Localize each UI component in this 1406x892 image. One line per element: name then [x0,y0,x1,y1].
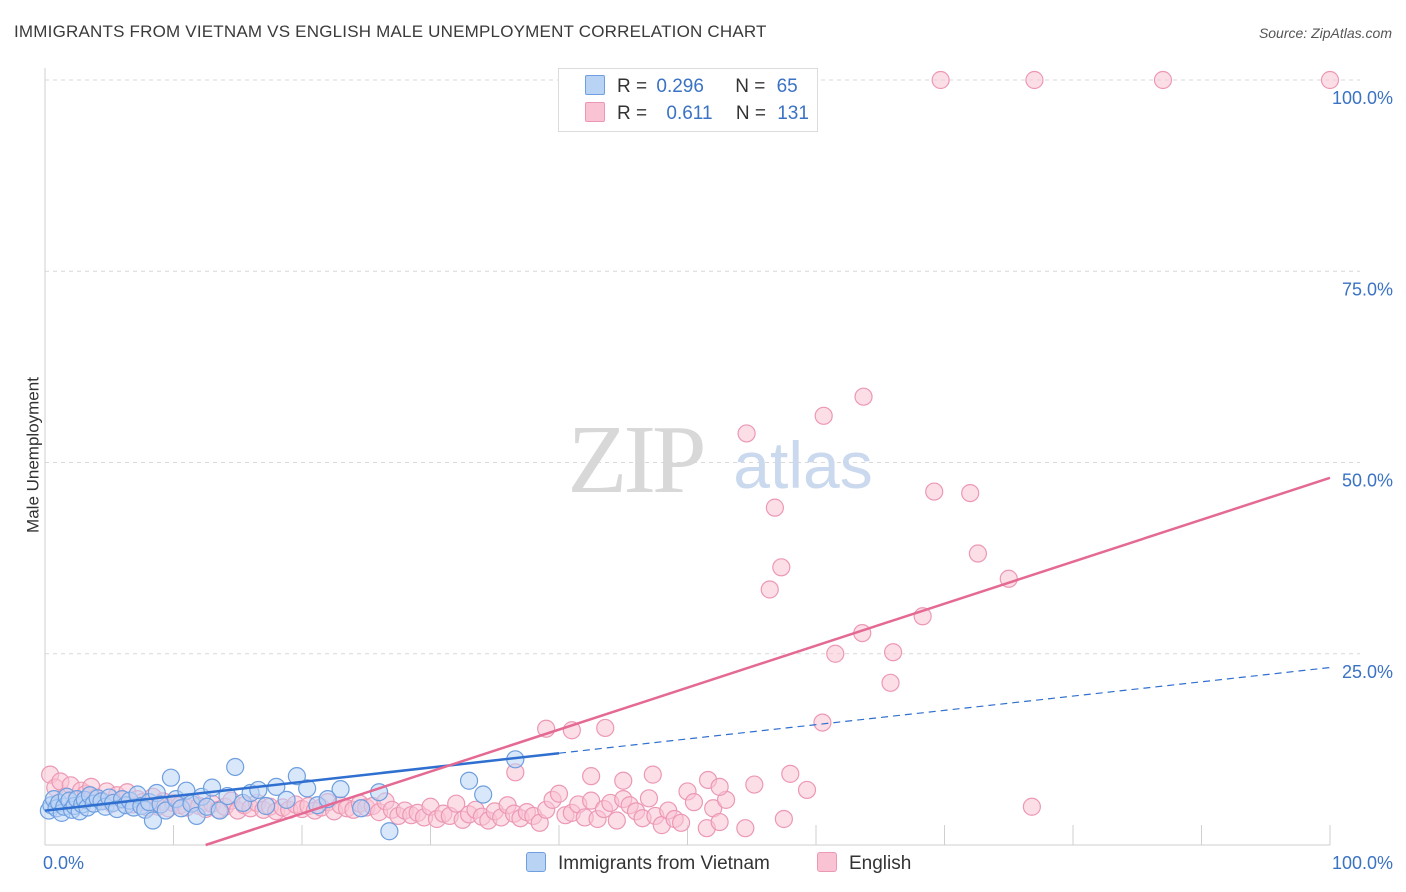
legend-r-label: R = [617,103,648,124]
data-point-vietnam [352,799,371,818]
data-point-english [813,713,832,732]
data-point-vietnam [380,822,399,841]
data-point-english [925,482,944,501]
trend-line-vietnam [44,751,560,812]
data-point-vietnam [331,780,350,799]
data-point-english [1153,70,1173,90]
legend-n-label: N = [735,76,766,97]
data-point-vietnam [256,796,276,816]
data-point-vietnam [210,801,229,820]
watermark-zip: ZIP [568,406,703,514]
data-point-english [760,580,779,599]
data-point-vietnam [143,811,163,830]
y-tick-label: 25.0% [1342,662,1393,682]
y-axis-label: Male Unemployment [23,377,43,533]
data-point-english [596,718,615,738]
data-point-vietnam [287,767,306,786]
trend-lines [44,476,1331,847]
legend-swatch-pink [585,102,605,122]
legend-n-value: 65 [776,76,798,97]
trend-line-vietnam-extension [558,666,1331,754]
data-point-english [797,780,817,800]
data-point-english [671,813,691,832]
watermark-atlas: atlas [733,428,872,502]
legend-swatch-blue [585,75,605,95]
chart-title: IMMIGRANTS FROM VIETNAM VS ENGLISH MALE … [14,22,767,41]
data-point-vietnam [226,757,245,777]
data-point-english [710,777,729,796]
data-point-english [774,809,793,829]
data-point-english [781,764,800,783]
data-point-english [582,791,601,810]
data-point-english [1025,70,1044,90]
data-point-vietnam [459,771,479,790]
bottom-legend-swatch-blue [526,852,546,872]
data-point-english [582,767,601,786]
tick-labels: 25.0% 50.0% 75.0% 100.0% 0.0% 100.0% [43,88,1393,873]
legend-r-label: R = [617,76,648,97]
data-point-vietnam [298,779,317,798]
data-point-english [854,387,873,406]
data-point-english [736,819,755,838]
watermark: ZIP atlas [568,406,873,514]
data-point-english [607,811,626,830]
data-point-vietnam [277,790,296,809]
data-point-english [614,771,633,790]
legend-row-vietnam: R = 0.296 N = 65 [585,75,798,98]
data-point-english [710,812,729,832]
bottom-legend-vietnam: Immigrants from Vietnam [526,852,770,875]
data-point-english [549,784,569,803]
data-point-english [643,765,662,784]
data-point-english [745,775,764,794]
data-point-english [961,484,980,503]
data-point-english [883,643,903,662]
data-point-english [684,793,704,812]
data-point-english [765,498,784,517]
legend-r-value: 0.611 [666,103,713,124]
x-tick-label: 0.0% [43,853,84,873]
source-label: Source: ZipAtlas.com [1258,25,1392,41]
bottom-legend-english: English [817,852,911,875]
data-point-vietnam [474,785,493,804]
legend-n-label: N = [735,103,766,124]
bottom-legend-label: English [849,853,912,874]
legend-row-english: R = 0.611 N = 131 [585,102,809,125]
data-point-vietnam [161,768,181,787]
data-point-english [814,406,833,425]
x-tick-label: 100.0% [1332,853,1393,873]
y-tick-label: 50.0% [1342,471,1393,491]
data-point-english [931,70,950,90]
data-point-english [737,424,756,443]
data-point-english [639,789,659,808]
data-point-vietnam [249,780,268,800]
bottom-legend-swatch-pink [817,852,837,872]
grid-layer [44,68,1360,846]
y-tick-label: 100.0% [1332,88,1393,108]
data-point-english [1320,70,1340,90]
data-point-english [447,794,466,813]
data-point-english [826,644,845,663]
y-tick-label: 75.0% [1342,279,1393,299]
bottom-legend-label: Immigrants from Vietnam [558,853,770,874]
data-point-english [1022,797,1041,816]
correlation-legend: R = 0.296 N = 65 R = 0.611 N = 131 [558,68,818,132]
trend-line-english [205,476,1331,847]
data-point-english [772,558,791,577]
data-point-english [968,544,988,563]
legend-n-value: 131 [777,103,809,124]
legend-r-value: 0.296 [656,76,704,97]
data-point-english [881,673,900,692]
